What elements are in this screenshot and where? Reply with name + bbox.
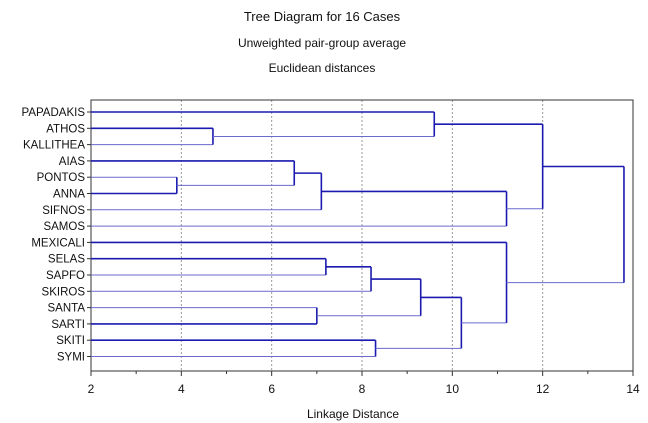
leaf-label: SAMOS	[43, 221, 85, 233]
dendrogram-branches	[91, 111, 625, 357]
leaf-label: SIFNOS	[42, 205, 85, 217]
leaf-label: SKITI	[56, 335, 85, 347]
x-tick-label: 6	[268, 382, 275, 396]
x-tick-label: 10	[446, 382, 460, 396]
leaf-labels: PAPADAKIS ATHOS KALLITHEA AIAS PONTOS ANNA SIF…	[22, 107, 91, 364]
leaf-label: SKIROS	[42, 286, 86, 298]
leaf-label: MEXICALI	[31, 237, 85, 249]
x-tick-label: 12	[536, 382, 550, 396]
leaf-label: AIAS	[59, 156, 86, 168]
x-axis-label: Linkage Distance	[307, 407, 399, 421]
leaf-label: SAPFO	[46, 270, 85, 282]
chart-subtitle-line-2: Euclidean distances	[269, 61, 376, 75]
leaf-label: KALLITHEA	[23, 140, 85, 152]
x-tick-label: 4	[178, 382, 185, 396]
x-axis: 2 4 6 8 10 12 14	[88, 371, 640, 396]
x-tick-label: 8	[359, 382, 366, 396]
leaf-label: SARTI	[51, 319, 85, 331]
chart-title: Tree Diagram for 16 Cases	[244, 9, 401, 24]
leaf-label: SELAS	[48, 254, 85, 266]
leaf-label: SYMI	[57, 352, 85, 364]
leaf-label: ATHOS	[46, 123, 85, 135]
x-tick-label: 2	[88, 382, 95, 396]
leaf-label: SANTA	[48, 303, 86, 315]
x-tick-label: 14	[626, 382, 640, 396]
grid-lines	[180, 100, 544, 371]
chart-subtitle-line-1: Unweighted pair-group average	[238, 36, 406, 50]
leaf-label: PAPADAKIS	[22, 107, 86, 119]
leaf-label: ANNA	[53, 189, 85, 201]
leaf-label: PONTOS	[37, 172, 86, 184]
